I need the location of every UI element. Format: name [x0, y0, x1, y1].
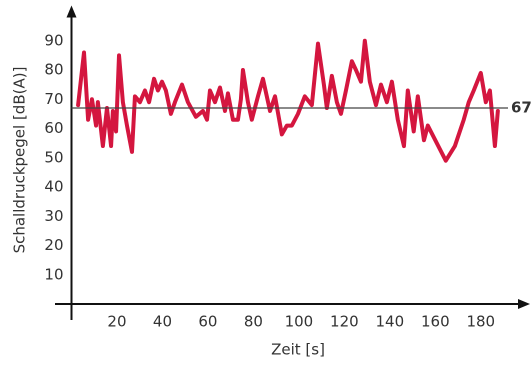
x-tick-label: 40 — [153, 313, 172, 331]
y-tick-label: 80 — [44, 61, 63, 79]
x-tick-label: 80 — [244, 313, 263, 331]
y-tick-label: 20 — [44, 236, 63, 254]
y-axis-arrow — [66, 5, 77, 18]
y-tick-label: 60 — [44, 119, 63, 137]
y-tick-label: 40 — [44, 178, 63, 196]
y-tick-label: 90 — [44, 31, 63, 49]
x-tick-label: 20 — [107, 313, 126, 331]
reference-label: 67 — [511, 99, 532, 117]
y-tick-label: 50 — [44, 148, 63, 166]
y-tick-label: 70 — [44, 90, 63, 108]
x-tick-label: 100 — [285, 313, 314, 331]
x-tick-label: 180 — [466, 313, 495, 331]
x-axis-arrow — [518, 299, 530, 309]
x-axis-label: Zeit [s] — [271, 341, 325, 359]
x-tick-label: 60 — [198, 313, 217, 331]
y-tick-label: 30 — [44, 207, 63, 225]
x-tick-label: 160 — [421, 313, 450, 331]
x-tick-label: 120 — [330, 313, 359, 331]
y-tick-label: 10 — [44, 265, 63, 283]
data-line — [76, 38, 500, 163]
x-tick-label: 140 — [376, 313, 405, 331]
y-axis-label: Schalldruckpegel [dB(A)] — [11, 67, 29, 254]
